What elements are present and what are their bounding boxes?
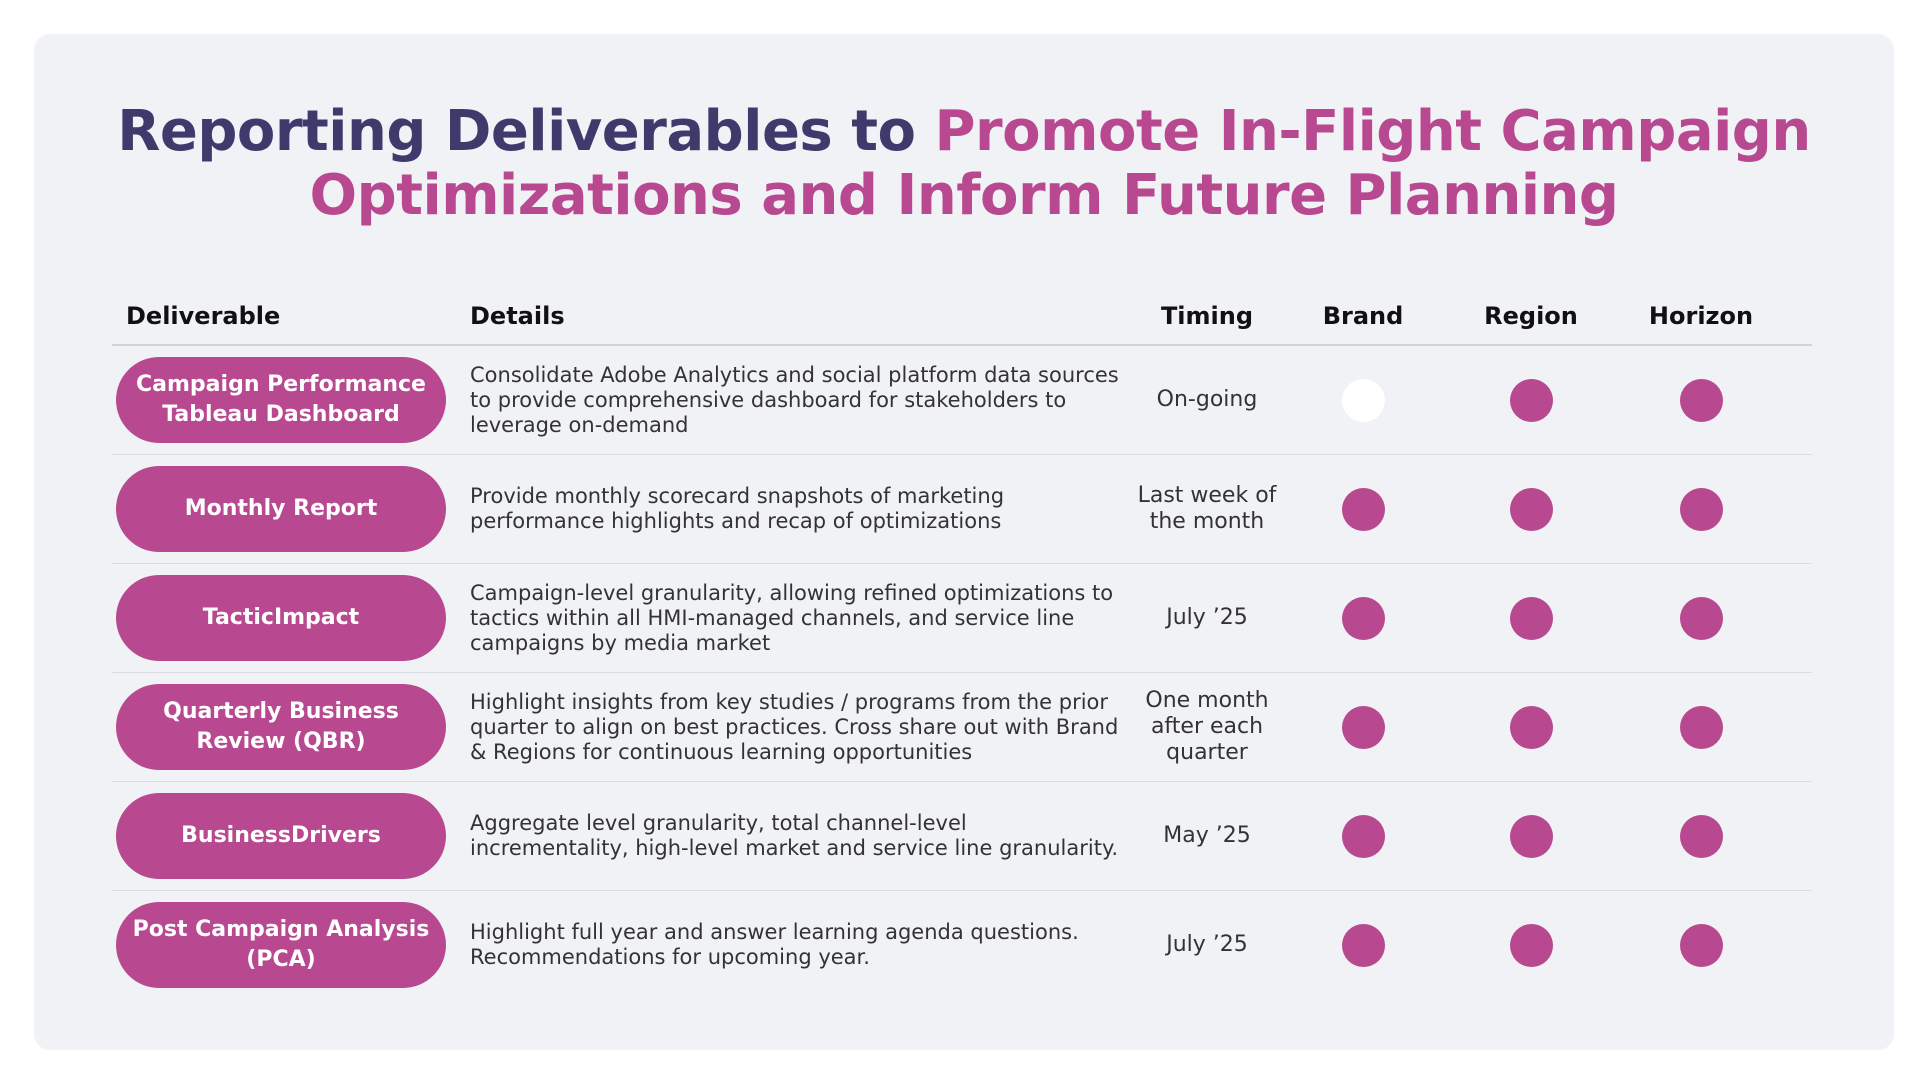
table-row: TacticImpact Campaign-level granularity,… <box>112 564 1812 673</box>
region-indicator <box>1510 815 1553 858</box>
header-horizon: Horizon <box>1648 302 1754 330</box>
horizon-indicator <box>1680 379 1723 422</box>
horizon-indicator <box>1680 815 1723 858</box>
row-timing: July ’25 <box>1166 605 1248 630</box>
header-timing: Timing <box>1160 302 1254 330</box>
region-indicator <box>1510 706 1553 749</box>
deliverable-pill: Post Campaign Analysis (PCA) <box>116 902 446 988</box>
horizon-indicator <box>1680 706 1723 749</box>
deliverable-pill: Quarterly Business Review (QBR) <box>116 684 446 770</box>
horizon-indicator <box>1680 597 1723 640</box>
header-brand: Brand <box>1322 302 1404 330</box>
row-details: Provide monthly scorecard snapshots of m… <box>470 484 1005 533</box>
page-title: Reporting Deliverables to Promote In-Fli… <box>34 100 1894 228</box>
row-details: Campaign-level granularity, allowing ref… <box>470 580 1114 655</box>
brand-indicator <box>1342 924 1385 967</box>
horizon-indicator <box>1680 924 1723 967</box>
brand-indicator <box>1342 706 1385 749</box>
brand-indicator <box>1342 597 1385 640</box>
row-details: Highlight insights from key studies / pr… <box>470 689 1119 764</box>
slide-card: Reporting Deliverables to Promote In-Fli… <box>34 34 1894 1050</box>
brand-indicator <box>1342 379 1385 422</box>
row-timing: One month after each quarter <box>1145 688 1269 765</box>
header-deliverable: Deliverable <box>126 302 281 330</box>
row-details: Consolidate Adobe Analytics and social p… <box>470 362 1119 437</box>
horizon-indicator <box>1680 488 1723 531</box>
row-timing: May ’25 <box>1163 823 1251 848</box>
table-row: Quarterly Business Review (QBR) Highligh… <box>112 673 1812 782</box>
header-region: Region <box>1484 302 1578 330</box>
table-row: Monthly Report Provide monthly scorecard… <box>112 455 1812 564</box>
title-part-accent: Promote In-Flight Campaign Optimizations… <box>309 99 1812 228</box>
brand-indicator <box>1342 815 1385 858</box>
table-row: BusinessDrivers Aggregate level granular… <box>112 782 1812 891</box>
deliverable-pill: TacticImpact <box>116 575 446 661</box>
title-part-dark: Reporting Deliverables to <box>117 99 935 164</box>
table-row: Post Campaign Analysis (PCA) Highlight f… <box>112 891 1812 1000</box>
deliverable-pill: Campaign Performance Tableau Dashboard <box>116 357 446 443</box>
brand-indicator <box>1342 488 1385 531</box>
deliverable-pill: BusinessDrivers <box>116 793 446 879</box>
row-timing: July ’25 <box>1166 932 1248 957</box>
row-timing: On-going <box>1156 387 1258 412</box>
row-timing: Last week of the month <box>1137 483 1277 534</box>
table-header: Deliverable Details Timing Brand Region … <box>112 296 1812 346</box>
table-row: Campaign Performance Tableau Dashboard C… <box>112 346 1812 455</box>
deliverables-table: Deliverable Details Timing Brand Region … <box>112 296 1812 1000</box>
region-indicator <box>1510 597 1553 640</box>
row-details: Aggregate level granularity, total chann… <box>470 811 1119 860</box>
header-details: Details <box>470 302 565 330</box>
row-details: Highlight full year and answer learning … <box>470 920 1079 969</box>
deliverable-pill: Monthly Report <box>116 466 446 552</box>
region-indicator <box>1510 379 1553 422</box>
region-indicator <box>1510 488 1553 531</box>
region-indicator <box>1510 924 1553 967</box>
